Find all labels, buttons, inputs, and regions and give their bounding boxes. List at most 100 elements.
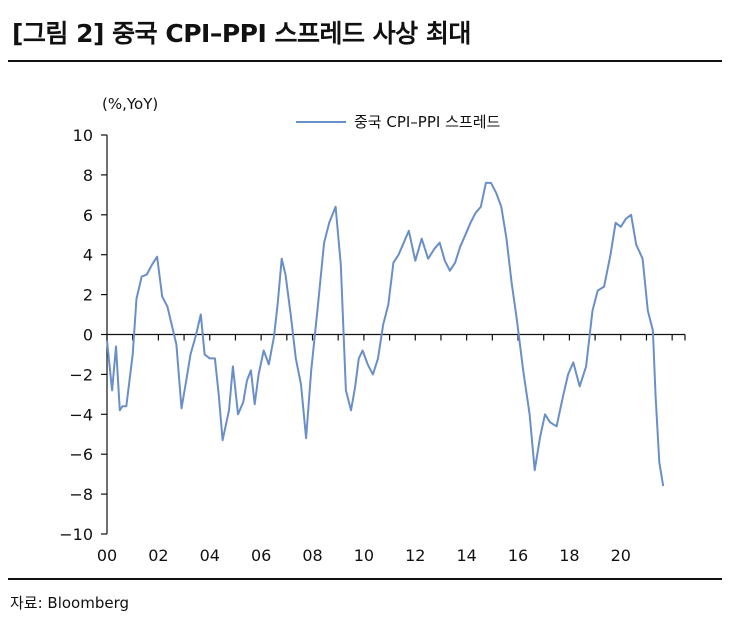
data-point — [490, 182, 492, 184]
data-point — [195, 336, 197, 338]
data-point — [305, 437, 307, 439]
data-point — [534, 469, 536, 471]
data-point — [544, 413, 546, 415]
data-point — [387, 304, 389, 306]
data-point — [242, 401, 244, 403]
series-line-cpi-ppi-spread — [106, 181, 665, 487]
data-point — [115, 346, 117, 348]
data-point — [290, 314, 292, 316]
data-point — [268, 363, 270, 365]
data-point — [439, 242, 441, 244]
data-point — [277, 302, 279, 304]
data-point — [421, 238, 423, 240]
data-point — [403, 242, 405, 244]
data-point — [200, 314, 202, 316]
data-point — [475, 212, 477, 214]
data-point — [300, 383, 302, 385]
x-tick-label: 14 — [456, 546, 476, 565]
data-point — [111, 389, 113, 391]
data-point — [495, 192, 497, 194]
source-note: 자료: Bloomberg — [10, 594, 130, 612]
data-point — [232, 365, 234, 367]
data-point — [630, 214, 632, 216]
data-point — [392, 262, 394, 264]
data-point — [434, 248, 436, 250]
data-point — [228, 409, 230, 411]
data-point — [190, 353, 192, 355]
data-point — [610, 254, 612, 256]
data-point — [382, 324, 384, 326]
y-tick-label: −8 — [69, 485, 93, 504]
data-point — [459, 246, 461, 248]
data-point — [562, 395, 564, 397]
data-point — [372, 373, 374, 375]
data-point — [597, 290, 599, 292]
data-point — [539, 437, 541, 439]
data-point — [655, 393, 657, 395]
data-point — [408, 230, 410, 232]
x-tick-label: 18 — [559, 546, 579, 565]
chart-axes — [101, 134, 686, 535]
data-point — [281, 258, 283, 260]
data-point — [141, 276, 143, 278]
data-point — [444, 260, 446, 262]
data-point — [615, 222, 617, 224]
data-point — [214, 357, 216, 359]
data-point — [310, 369, 312, 371]
data-point — [146, 274, 148, 276]
y-tick-label: 0 — [83, 326, 93, 345]
y-tick-labels: −10 −8 −6 −4 −2 0 2 4 6 8 10 — [59, 126, 93, 544]
data-point — [254, 403, 256, 405]
data-point — [136, 298, 138, 300]
data-point — [121, 405, 123, 407]
x-tick-label: 08 — [302, 546, 322, 565]
data-point — [237, 413, 239, 415]
data-point — [246, 379, 248, 381]
data-point — [354, 387, 356, 389]
data-point — [529, 413, 531, 415]
y-tick-label: 10 — [73, 126, 93, 145]
x-tick-label: 16 — [508, 546, 528, 565]
data-point — [132, 353, 134, 355]
title-divider — [8, 60, 722, 62]
data-point — [522, 369, 524, 371]
data-point — [647, 310, 649, 312]
data-point — [250, 369, 252, 371]
y-tick-label: 6 — [83, 206, 93, 225]
data-point — [170, 322, 172, 324]
y-axis-unit-label: (%,YoY) — [102, 95, 158, 113]
y-tick-label: 4 — [83, 246, 93, 265]
data-point — [119, 409, 121, 411]
data-point — [125, 405, 127, 407]
data-point — [328, 222, 330, 224]
y-tick-label: −2 — [69, 365, 93, 384]
data-point — [516, 318, 518, 320]
y-tick-label: 8 — [83, 166, 93, 185]
data-point — [464, 234, 466, 236]
data-point — [335, 206, 337, 208]
footer-divider — [8, 578, 722, 580]
data-point — [186, 377, 188, 379]
data-point — [662, 485, 664, 487]
data-point — [350, 409, 352, 411]
data-point — [166, 306, 168, 308]
y-tick-label: −10 — [59, 525, 93, 544]
data-point — [658, 461, 660, 463]
data-point — [377, 357, 379, 359]
data-point — [317, 308, 319, 310]
data-point — [427, 258, 429, 260]
data-point — [218, 393, 220, 395]
x-tick-label: 04 — [200, 546, 220, 565]
data-point — [106, 340, 108, 342]
data-point — [340, 264, 342, 266]
data-point — [480, 206, 482, 208]
data-point — [204, 353, 206, 355]
data-point — [549, 421, 551, 423]
data-point — [511, 282, 513, 284]
x-tick-label: 10 — [354, 546, 374, 565]
data-point — [556, 425, 558, 427]
data-point — [367, 363, 369, 365]
x-tick-label: 02 — [148, 546, 168, 565]
data-point — [635, 244, 637, 246]
data-point — [209, 357, 211, 359]
